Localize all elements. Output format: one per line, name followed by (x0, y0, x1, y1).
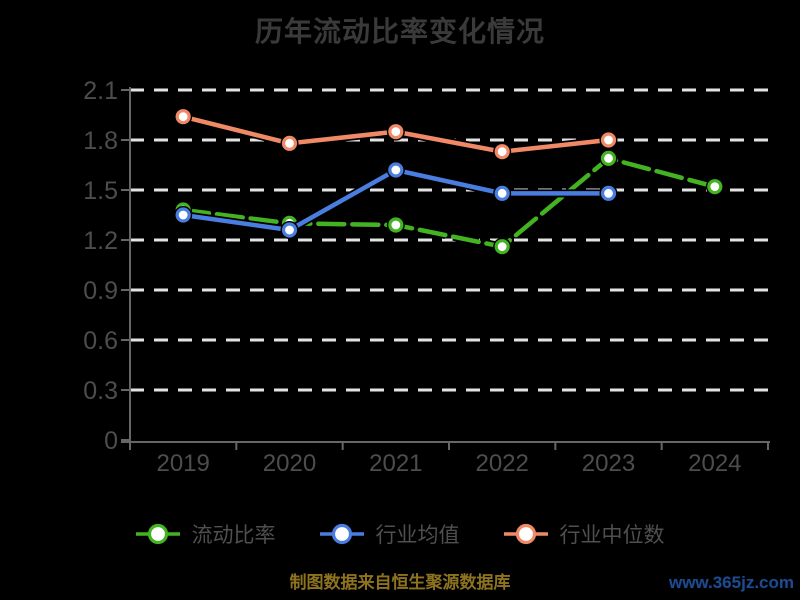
legend-marker-industry-median-icon (503, 523, 548, 545)
y-axis-tick-label: 1.5 (83, 177, 118, 205)
legend-label-current-ratio: 流动比率 (191, 524, 276, 547)
y-axis-tick-label: 0 (104, 427, 118, 455)
legend-item-current-ratio[interactable]: 流动比率 (135, 519, 276, 549)
series-industry-average (174, 161, 618, 239)
gridlines (130, 88, 768, 392)
series-current-ratio-line (180, 155, 718, 250)
x-axis-tick-label: 2022 (475, 450, 528, 477)
series-industry-median-data-point[interactable] (281, 135, 298, 151)
y-axis-tick-label: 0.9 (83, 277, 118, 305)
legend: 流动比率 行业均值 行业中位数 (0, 519, 800, 549)
legend-label-industry-median: 行业中位数 (559, 524, 665, 547)
series-current-ratio-data-point[interactable] (600, 150, 617, 166)
page-title: 历年流动比率变化情况 (254, 16, 545, 47)
x-axis-tick-label: 2023 (582, 450, 635, 477)
y-axis-tick-label: 1.8 (83, 127, 118, 155)
series-industry-median (174, 107, 618, 161)
series-industry-average-data-point[interactable] (388, 162, 404, 178)
y-axis-tick-label: 0.6 (83, 327, 118, 355)
axes: 0 0.3 0.6 0.9 1.2 1.5 1.8 2.1 2019 2020 2021 2022 20… (83, 77, 770, 477)
series-industry-median-data-point[interactable] (494, 144, 510, 160)
x-axis-tick-label: 2019 (156, 450, 209, 477)
legend-label-industry-average: 行业均值 (375, 524, 460, 547)
series-current-ratio-data-point[interactable] (494, 239, 510, 255)
chart-source-note: 制图数据来自恒生聚源数据库 (289, 573, 511, 592)
series-industry-average-data-point[interactable] (600, 185, 617, 201)
series-current-ratio-data-point[interactable] (388, 217, 404, 233)
series-industry-average-data-point[interactable] (175, 207, 191, 223)
series-current-ratio-data-point[interactable] (707, 179, 723, 195)
y-axis-tick-label: 1.2 (83, 227, 118, 255)
series-current-ratio-line-outline (182, 153, 716, 251)
y-axis-tick-label: 2.1 (83, 77, 118, 105)
series-industry-average-data-point[interactable] (281, 222, 298, 238)
legend-item-industry-median[interactable]: 行业中位数 (503, 519, 665, 549)
series-industry-median-data-point[interactable] (600, 132, 617, 148)
y-axis-tick-label: 0.3 (83, 377, 118, 405)
x-axis-tick-label: 2021 (369, 450, 422, 477)
x-axis-tick-label: 2024 (688, 450, 741, 477)
series-industry-average-data-point[interactable] (494, 185, 510, 201)
x-axis-tick-label: 2020 (263, 450, 316, 477)
series-industry-median-data-point[interactable] (175, 109, 191, 125)
legend-item-industry-average[interactable]: 行业均值 (319, 519, 460, 549)
watermark-link[interactable]: www.365jz.com (668, 573, 794, 592)
series-industry-median-data-point[interactable] (388, 124, 404, 140)
legend-marker-industry-average-icon (319, 523, 364, 545)
legend-marker-current-ratio-icon (135, 523, 180, 545)
